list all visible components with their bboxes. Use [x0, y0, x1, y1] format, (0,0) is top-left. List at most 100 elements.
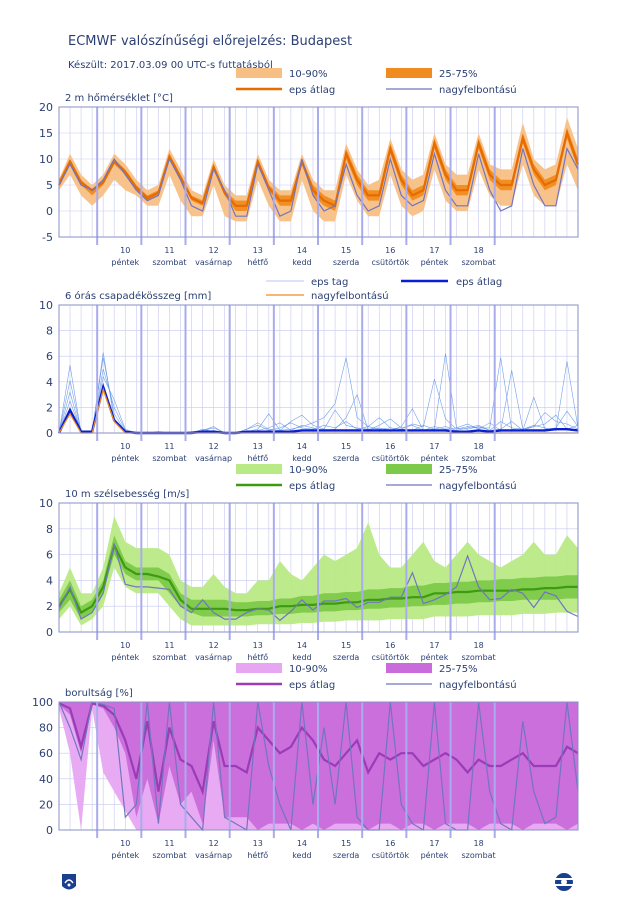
legend-label-members: eps tag	[311, 277, 348, 288]
y-tick-label: 15	[39, 127, 53, 140]
legend-label-25-75: 25-75%	[439, 465, 478, 476]
day-name-label: hétfő	[247, 453, 268, 463]
day-name-label: csütörtök	[371, 258, 409, 267]
y-tick-label: 4	[46, 574, 53, 587]
day-name-label: péntek	[421, 850, 449, 860]
day-number-label: 13	[253, 641, 263, 650]
legend-swatch-25-75	[386, 68, 432, 78]
y-tick-label: 6	[46, 549, 53, 562]
day-name-label: péntek	[111, 652, 139, 662]
legend-swatch-25-75	[386, 663, 432, 673]
day-number-label: 17	[429, 442, 439, 451]
day-name-label: hétfő	[247, 850, 268, 860]
day-name-label: vasárnap	[195, 258, 232, 267]
day-number-label: 15	[341, 442, 351, 451]
y-tick-label: 2	[46, 600, 53, 613]
day-number-label: 16	[385, 641, 395, 650]
plot-frame	[58, 701, 579, 831]
legend-label-hires: nagyfelbontású	[439, 679, 517, 691]
day-name-label: szerda	[333, 851, 360, 860]
day-number-label: 10	[120, 839, 130, 848]
y-tick-label: 0	[46, 626, 53, 639]
y-tick-label: 10	[39, 299, 53, 312]
day-number-label: 18	[474, 246, 484, 255]
day-number-label: 12	[209, 839, 219, 848]
day-number-label: 11	[164, 246, 174, 255]
day-number-label: 18	[474, 641, 484, 650]
y-tick-label: 8	[46, 523, 53, 536]
y-tick-label: 100	[32, 696, 53, 709]
day-number-label: 12	[209, 246, 219, 255]
chart-subtitle: Készült: 2017.03.09 00 UTC-s futtatásból	[68, 60, 273, 71]
panel-title: 6 órás csapadékösszeg [mm]	[65, 290, 211, 302]
day-number-label: 11	[164, 839, 174, 848]
day-number-label: 15	[341, 839, 351, 848]
y-tick-label: 40	[39, 773, 53, 786]
day-number-label: 17	[429, 246, 439, 255]
day-name-label: kedd	[292, 454, 311, 463]
y-tick-label: 0	[46, 427, 53, 440]
day-name-label: vasárnap	[195, 454, 232, 463]
legend-swatch-10-90	[236, 464, 282, 474]
day-number-label: 10	[120, 246, 130, 255]
chart-title: ECMWF valószínűségi előrejelzés: Budapes…	[68, 34, 353, 49]
day-number-label: 17	[429, 641, 439, 650]
day-name-label: péntek	[421, 257, 449, 267]
y-tick-label: 80	[39, 722, 53, 735]
day-name-label: szombat	[152, 258, 186, 267]
day-number-label: 14	[297, 442, 307, 451]
y-tick-label: 60	[39, 747, 53, 760]
y-tick-label: 0	[46, 205, 53, 218]
legend-label-10-90: 10-90%	[289, 69, 328, 80]
day-name-label: szerda	[333, 454, 360, 463]
plot-frame	[58, 502, 579, 633]
day-name-label: vasárnap	[195, 653, 232, 662]
day-number-label: 12	[209, 641, 219, 650]
legend-swatch-10-90	[236, 663, 282, 673]
day-name-label: vasárnap	[195, 851, 232, 860]
day-name-label: szombat	[462, 653, 496, 662]
day-number-label: 18	[474, 442, 484, 451]
legend-label-hires: nagyfelbontású	[439, 84, 517, 96]
legend-label-mean: eps átlag	[456, 276, 502, 288]
day-number-label: 11	[164, 641, 174, 650]
day-name-label: csütörtök	[371, 653, 409, 662]
ecmwf-logo	[551, 873, 577, 891]
y-tick-label: 10	[39, 497, 53, 510]
day-name-label: hétfő	[247, 257, 268, 267]
band-25-75	[59, 535, 578, 620]
legend-label-10-90: 10-90%	[289, 664, 328, 675]
day-number-label: 15	[341, 246, 351, 255]
day-number-label: 16	[385, 839, 395, 848]
omsz-logo	[62, 874, 76, 890]
day-name-label: szombat	[152, 653, 186, 662]
legend-label-25-75: 25-75%	[439, 664, 478, 675]
day-name-label: szombat	[462, 258, 496, 267]
day-number-label: 13	[253, 442, 263, 451]
day-number-label: 18	[474, 839, 484, 848]
day-name-label: kedd	[292, 851, 311, 860]
day-name-label: szerda	[333, 258, 360, 267]
legend-swatch-25-75	[386, 464, 432, 474]
day-name-label: kedd	[292, 258, 311, 267]
panel-title: 2 m hőmérséklet [°C]	[65, 92, 173, 104]
y-tick-label: 20	[39, 798, 53, 811]
day-name-label: kedd	[292, 653, 311, 662]
day-name-label: szombat	[462, 454, 496, 463]
y-tick-label: 4	[46, 376, 53, 389]
band-25-75	[59, 127, 578, 211]
day-name-label: péntek	[111, 850, 139, 860]
y-tick-label: 6	[46, 350, 53, 363]
y-tick-label: 10	[39, 153, 53, 166]
day-number-label: 13	[253, 246, 263, 255]
panel-title: borultság [%]	[65, 687, 133, 699]
plot-frame	[58, 304, 579, 434]
legend-label-hires: nagyfelbontású	[311, 290, 389, 302]
legend-label-mean: eps átlag	[289, 84, 335, 96]
legend-label-mean: eps átlag	[289, 480, 335, 492]
day-number-label: 14	[297, 246, 307, 255]
day-name-label: csütörtök	[371, 454, 409, 463]
day-name-label: péntek	[111, 453, 139, 463]
panel-title: 10 m szélsebesség [m/s]	[65, 488, 189, 500]
